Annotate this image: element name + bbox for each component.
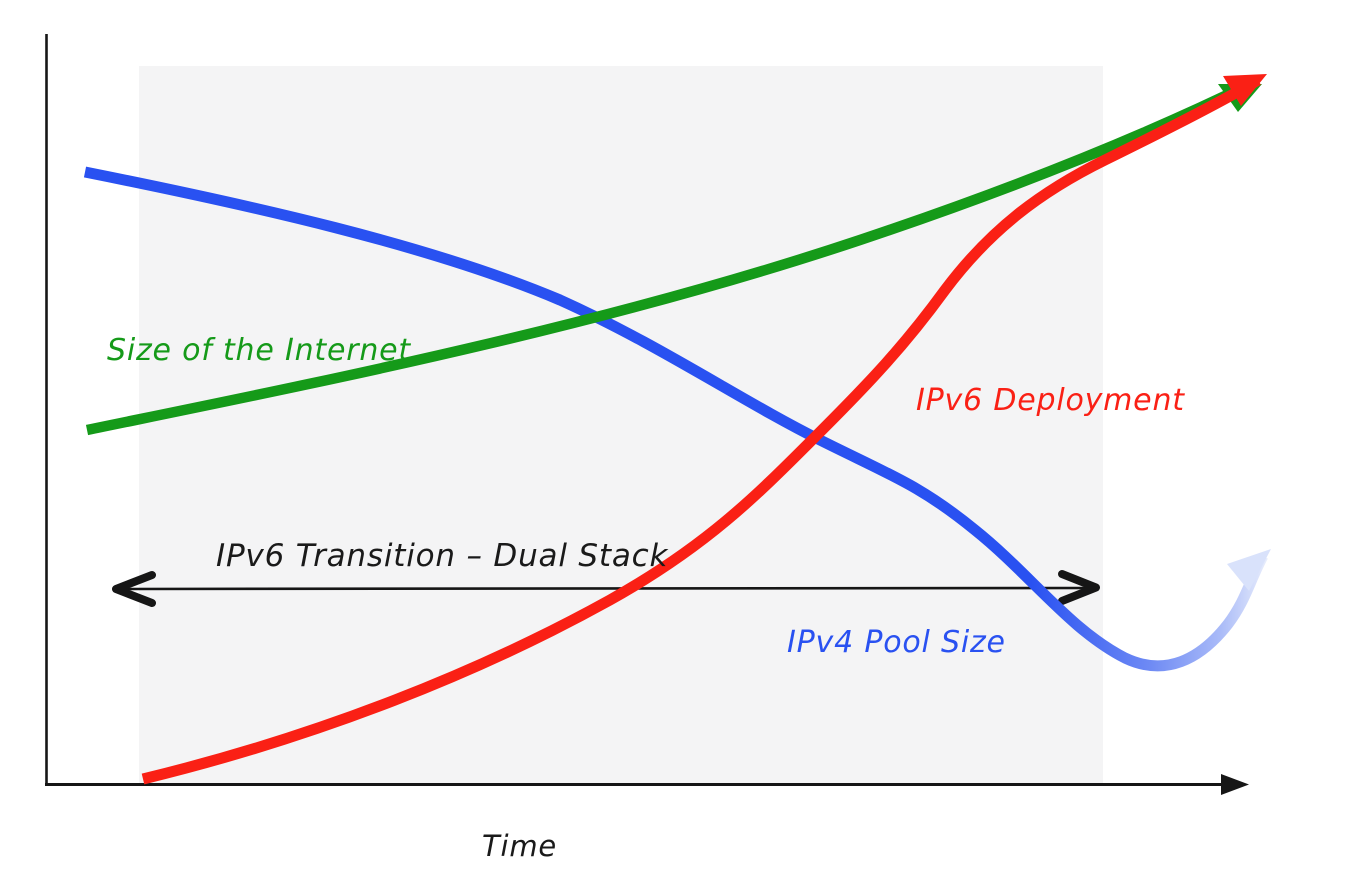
transition-span-label: IPv6 Transition – Dual Stack xyxy=(216,538,668,574)
size-of-internet-line xyxy=(85,78,1255,436)
ipv6-deployment-line xyxy=(141,75,1261,785)
left-arrowhead-icon xyxy=(112,571,156,607)
x-axis-label: Time xyxy=(482,829,557,863)
ipv4-line-arrowhead-icon xyxy=(1227,549,1271,591)
green-series-label: Size of the Internet xyxy=(107,333,411,368)
right-arrowhead-icon xyxy=(1058,570,1100,605)
blue-series-label: IPv4 Pool Size xyxy=(787,625,1006,660)
ipv6-deployment-arrowhead-icon xyxy=(1223,74,1267,106)
ipv4-pool-size-line xyxy=(83,166,1268,672)
transition-span-arrow-line xyxy=(119,586,1093,591)
red-series-label: IPv6 Deployment xyxy=(916,383,1185,418)
x-axis-arrowhead-icon xyxy=(1221,774,1249,795)
transition-region-band xyxy=(139,66,1103,785)
